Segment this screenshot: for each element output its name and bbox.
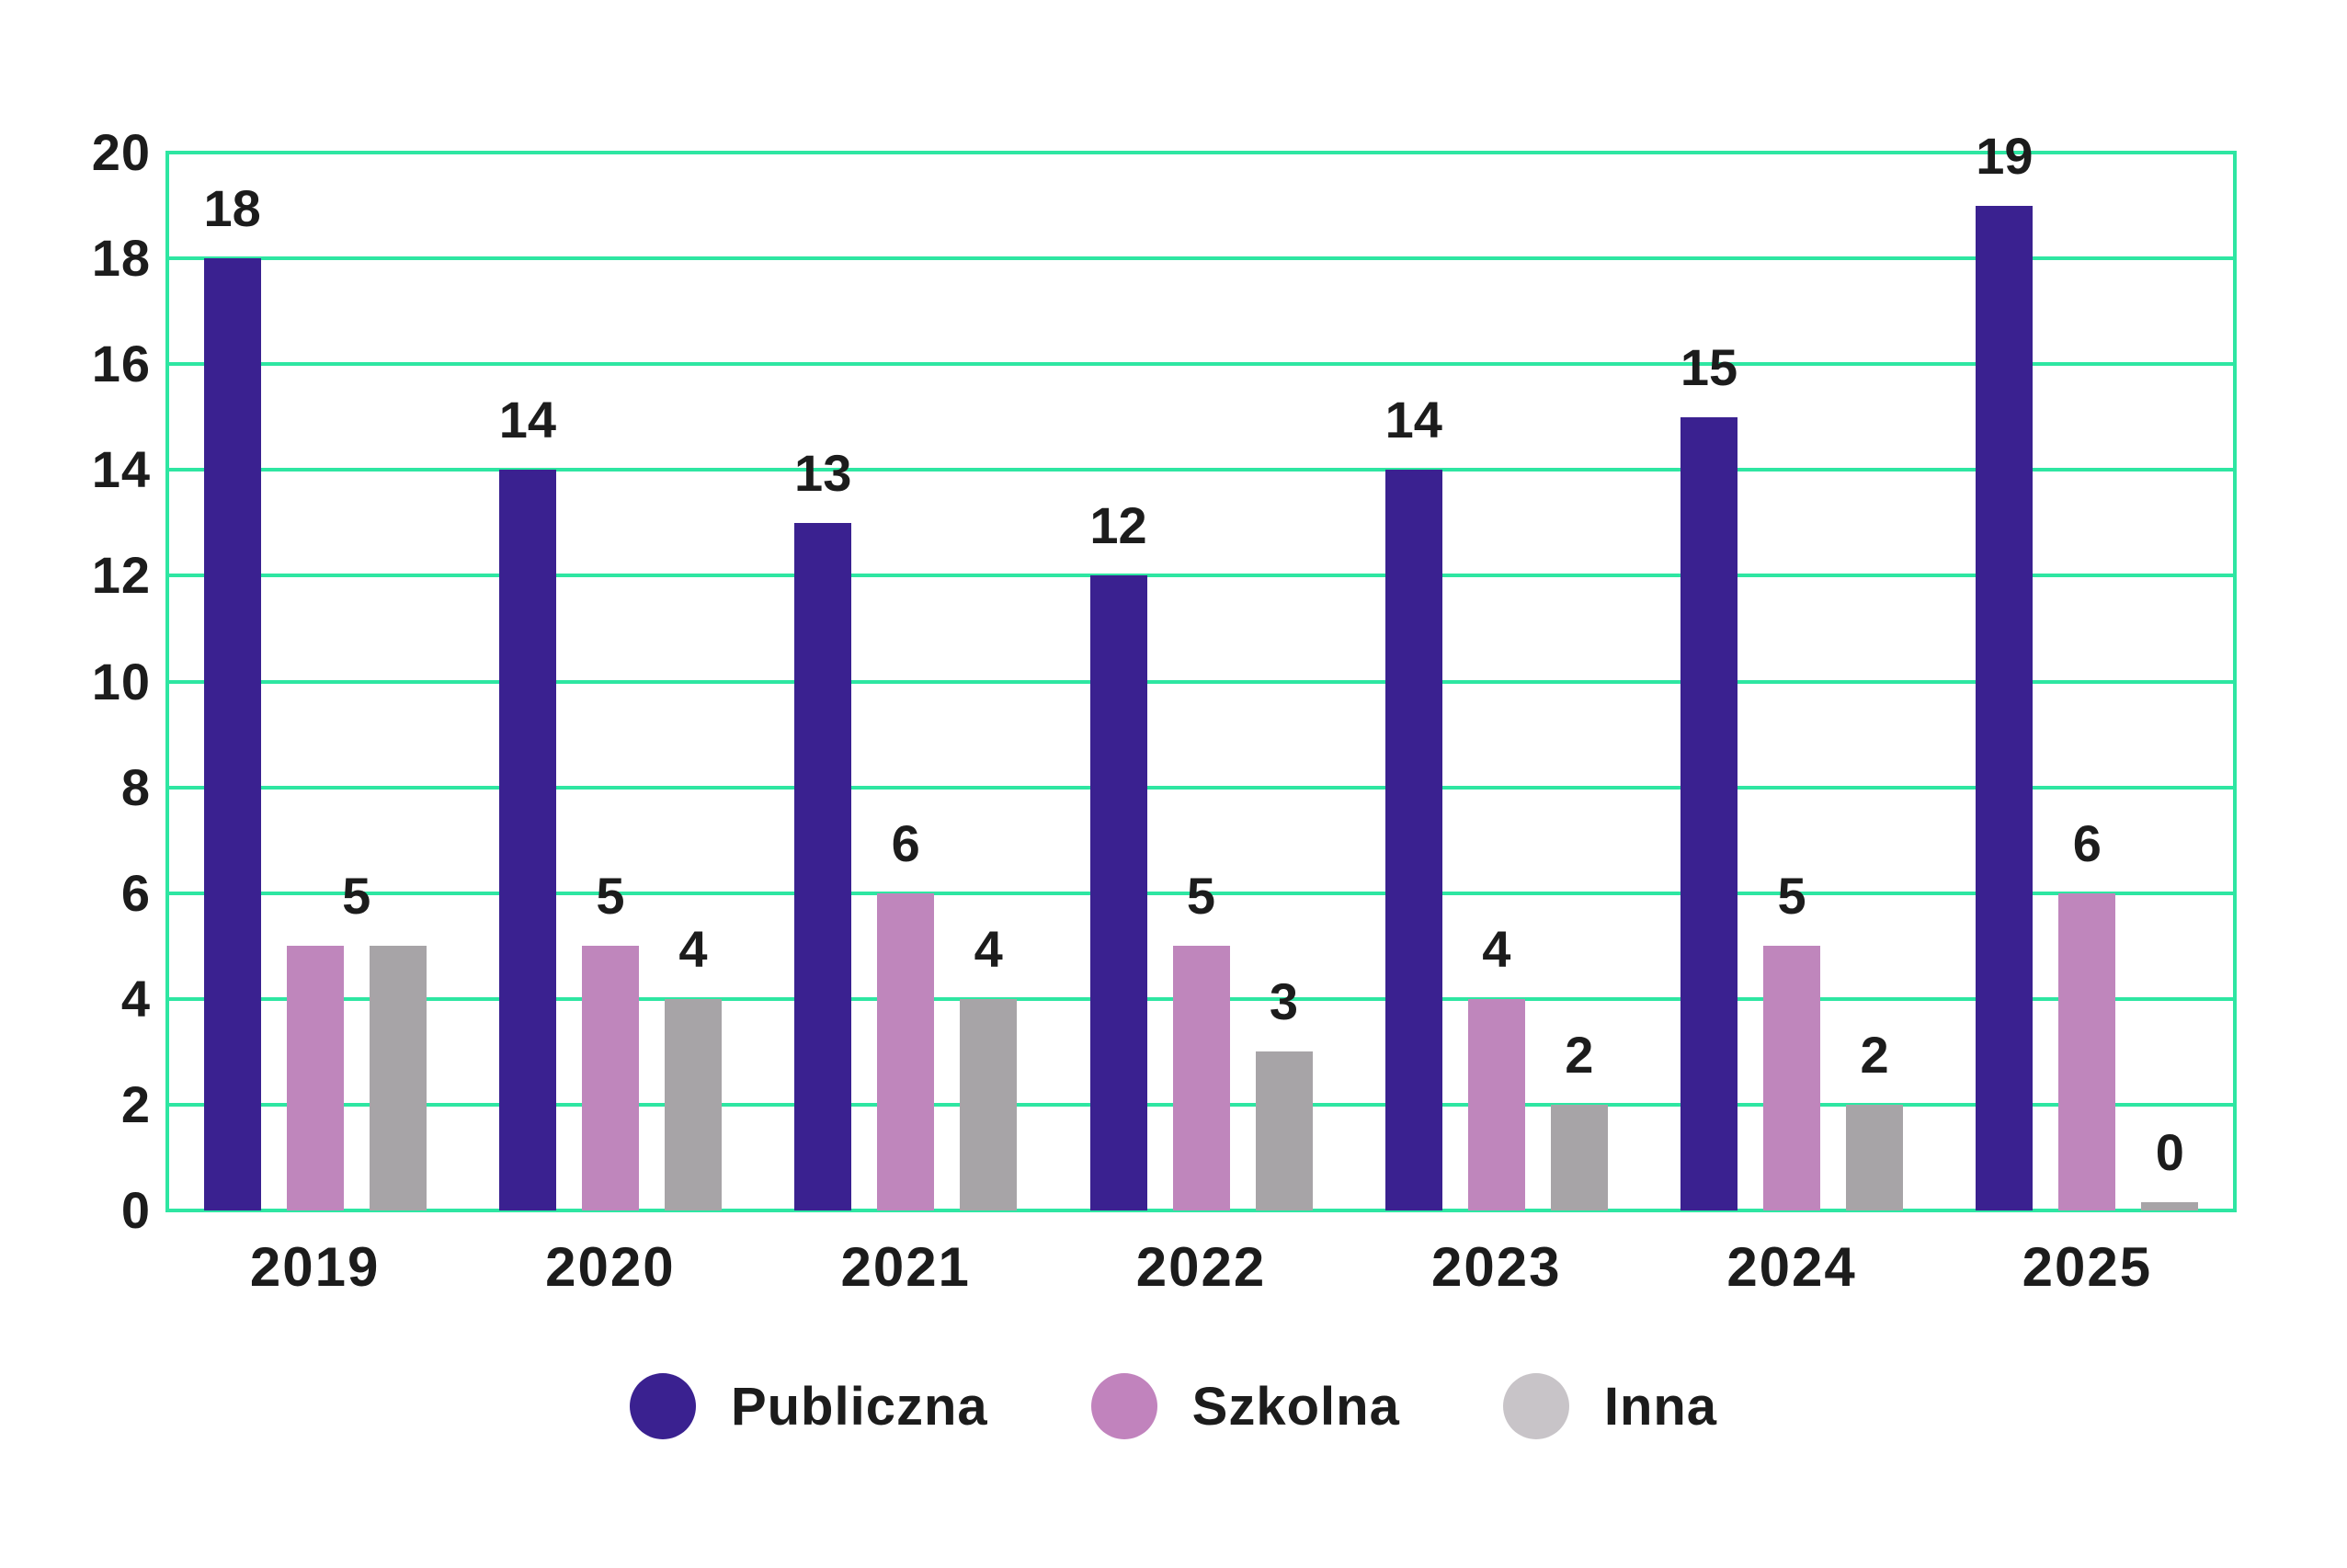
bar-value-label: 18: [203, 179, 261, 238]
x-axis-label: 2019: [249, 1236, 381, 1298]
gridline: [167, 1209, 2235, 1212]
x-axis-label: 2022: [1135, 1236, 1267, 1298]
y-axis-tick-label: 16: [91, 335, 151, 393]
bar-value-label: 15: [1680, 337, 1738, 396]
bar-value-label: 6: [2072, 813, 2102, 872]
bar-publiczna-2022: [1089, 575, 1147, 1210]
bar-publiczna-2025: [1976, 205, 2034, 1210]
bar-value-label: 19: [1976, 126, 2034, 185]
bar-value-label: 0: [2155, 1123, 2184, 1181]
bar-publiczna-2024: [1680, 416, 1738, 1210]
bar-inna-2019: [369, 946, 427, 1210]
x-axis-label: 2021: [840, 1236, 971, 1298]
gridline: [167, 256, 2235, 261]
y-axis-tick-label: 6: [120, 863, 151, 922]
bar-szkolna-2020: [581, 946, 639, 1210]
bar-value-label: 5: [1186, 867, 1216, 926]
bar-publiczna-2020: [498, 470, 556, 1210]
bar-value-label: 2: [1565, 1025, 1594, 1084]
bar-inna-2023: [1550, 1104, 1608, 1210]
x-axis-label: 2025: [2022, 1236, 2153, 1298]
bar-value-label: 4: [1482, 919, 1511, 978]
bar-publiczna-2023: [1384, 470, 1442, 1210]
gridline: [167, 785, 2235, 790]
bar-inna-2021: [960, 998, 1018, 1210]
y-axis-tick-label: 14: [91, 440, 151, 499]
bar-value-label: 3: [1269, 972, 1299, 1031]
bar-value-label: 4: [974, 919, 1003, 978]
legend-label-publiczna: Publiczna: [730, 1376, 988, 1437]
bar-value-label: 14: [1384, 391, 1442, 449]
y-axis-tick-label: 0: [120, 1181, 151, 1239]
x-axis-label: 2020: [545, 1236, 676, 1298]
bar-value-label: 5: [1777, 867, 1806, 926]
legend-label-szkolna: Szkolna: [1191, 1376, 1400, 1437]
bar-inna-2024: [1846, 1104, 1904, 1210]
legend-item-szkolna: Szkolna: [1090, 1373, 1400, 1439]
bar-value-label: 13: [794, 443, 852, 502]
legend-marker-szkolna: [1090, 1373, 1157, 1439]
plot-border-left: [165, 151, 169, 1212]
bar-value-label: 5: [342, 867, 371, 926]
plot-border-right: [2233, 151, 2237, 1212]
bar-inna-2025: [2141, 1202, 2199, 1210]
bar-value-label: 2: [1860, 1025, 1889, 1084]
gridline: [167, 574, 2235, 578]
bar-inna-2020: [664, 998, 722, 1210]
bar-szkolna-2025: [2058, 892, 2116, 1210]
bar-szkolna-2024: [1763, 946, 1821, 1210]
y-axis-tick-label: 8: [120, 757, 151, 816]
y-axis-tick-label: 20: [91, 123, 151, 181]
gridline: [167, 151, 2235, 154]
bar-publiczna-2019: [203, 258, 261, 1210]
x-axis-label: 2023: [1431, 1236, 1562, 1298]
bar-szkolna-2021: [877, 892, 935, 1210]
bar-value-label: 5: [596, 867, 625, 926]
y-axis-tick-label: 2: [120, 1074, 151, 1133]
bar-szkolna-2023: [1467, 998, 1525, 1210]
legend-item-publiczna: Publiczna: [629, 1373, 988, 1439]
y-axis-tick-label: 4: [120, 969, 151, 1028]
bar-szkolna-2022: [1172, 946, 1230, 1210]
legend: Publiczna Szkolna Inna: [0, 1373, 2347, 1439]
bar-value-label: 12: [1089, 496, 1147, 555]
gridline: [167, 362, 2235, 367]
gridline: [167, 468, 2235, 472]
legend-marker-publiczna: [629, 1373, 696, 1439]
bar-inna-2022: [1255, 1051, 1313, 1210]
gridline: [167, 679, 2235, 684]
bar-value-label: 6: [891, 813, 920, 872]
legend-marker-inna: [1502, 1373, 1569, 1439]
legend-label-inna: Inna: [1603, 1376, 1718, 1437]
y-axis-tick-label: 10: [91, 652, 151, 710]
y-axis-tick-label: 18: [91, 229, 151, 288]
y-axis-tick-label: 12: [91, 546, 151, 605]
bar-value-label: 14: [498, 391, 557, 449]
bar-value-label: 4: [678, 919, 708, 978]
legend-item-inna: Inna: [1502, 1373, 1718, 1439]
gridline: [167, 891, 2235, 895]
bar-publiczna-2021: [794, 522, 852, 1210]
bar-szkolna-2019: [286, 946, 344, 1210]
x-axis-label: 2024: [1726, 1236, 1857, 1298]
